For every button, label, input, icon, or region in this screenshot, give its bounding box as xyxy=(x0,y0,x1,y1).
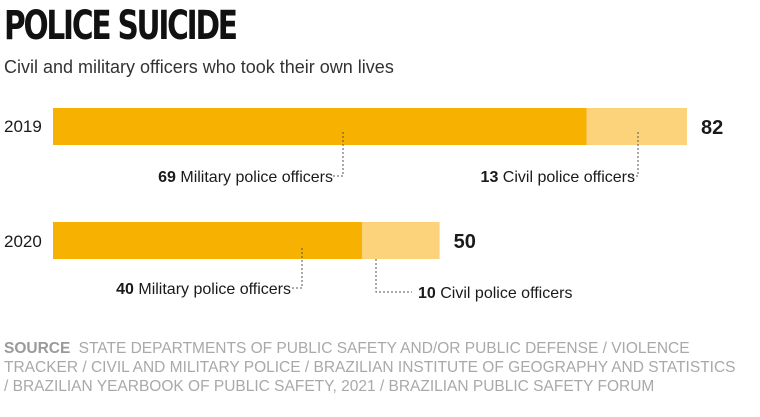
leader-line-2020-civil xyxy=(375,259,412,293)
data-label-value: 69 xyxy=(158,169,176,186)
data-label-value: 13 xyxy=(481,169,499,186)
total-label-2019: 82 xyxy=(701,117,723,139)
leader-line-2019-civil xyxy=(628,132,639,177)
source-label: SOURCE xyxy=(4,340,71,357)
data-label-2019-civil: 13 Civil police officers xyxy=(481,169,635,186)
data-label-text: Civil police officers xyxy=(503,169,635,186)
data-label-2019-military: 69 Military police officers xyxy=(158,169,333,186)
leader-line-2019-military xyxy=(333,132,344,177)
data-label-text: Military police officers xyxy=(180,169,333,186)
bar-2020-military xyxy=(53,222,363,259)
data-label-value: 40 xyxy=(116,281,134,298)
category-label-2020: 2020 xyxy=(4,232,42,251)
source-text: State departments of public safety and/o… xyxy=(4,340,736,395)
leader-line-2020-military xyxy=(292,248,303,289)
total-label-2020: 50 xyxy=(454,231,476,253)
data-label-2020-military: 40 Military police officers xyxy=(116,281,291,298)
data-label-text: Civil police officers xyxy=(440,285,572,302)
data-label-text: Military police officers xyxy=(138,281,291,298)
data-label-value: 10 xyxy=(418,285,436,302)
chart-title: POLICE SUICIDE xyxy=(4,3,238,49)
category-label-2019: 2019 xyxy=(4,117,42,136)
source-note: SOURCE State departments of public safet… xyxy=(4,339,744,396)
bar-2020-civil xyxy=(362,222,440,259)
chart-subtitle: Civil and military officers who took the… xyxy=(4,57,394,77)
bar-2019-military xyxy=(53,108,587,145)
bar-2019-civil xyxy=(586,108,687,145)
data-label-2020-civil: 10 Civil police officers xyxy=(418,285,572,302)
stacked-bar-chart: 2019 2020 82 50 69 Military police offic… xyxy=(4,108,723,302)
